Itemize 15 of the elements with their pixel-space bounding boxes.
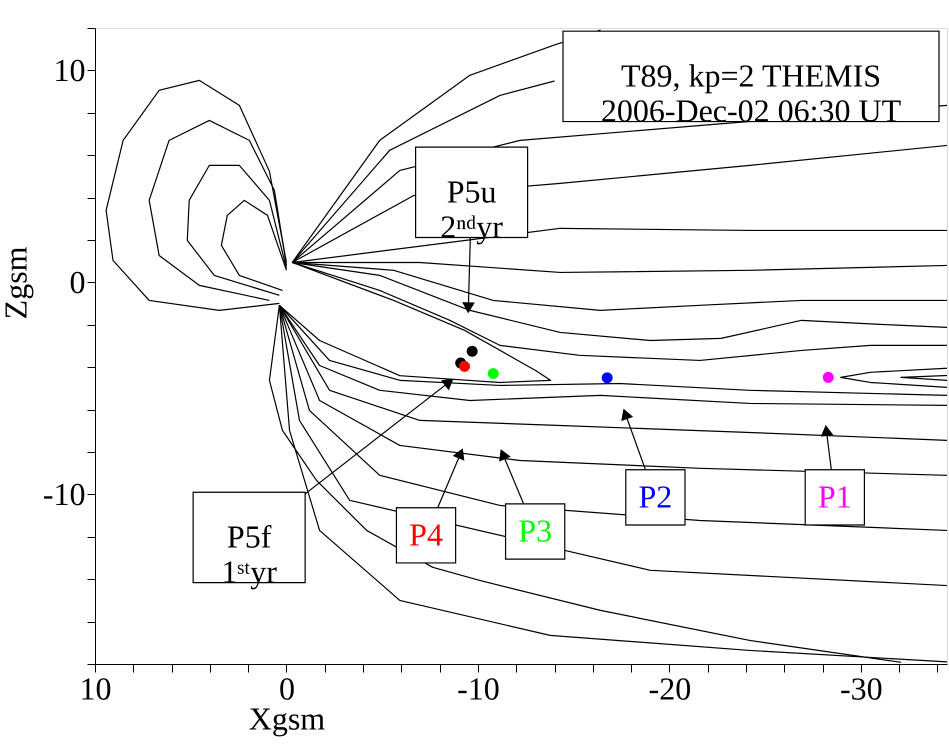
y-tick-label: -10 <box>42 476 86 512</box>
x-tick-label: -20 <box>648 670 692 706</box>
x-tick-label: 10 <box>80 670 112 706</box>
text: P2 <box>638 478 672 514</box>
y-tick-label: 10 <box>54 52 86 88</box>
x-tick-label: -10 <box>457 670 500 706</box>
annotation: P5f 1ˢᵗyr <box>221 518 278 590</box>
annotation: T89, kp=2 THEMIS 2006-Dec-02 06:30 UT <box>600 57 902 129</box>
text: P4 <box>409 516 443 552</box>
text: P3 <box>518 512 552 548</box>
text: P1 <box>818 478 852 514</box>
y-tick-label: 0 <box>70 264 86 300</box>
y-axis-title: Zgsm <box>0 246 34 320</box>
annotation: P5u 2ⁿᵈyr <box>440 173 504 244</box>
x-tick-label: -30 <box>840 670 883 706</box>
